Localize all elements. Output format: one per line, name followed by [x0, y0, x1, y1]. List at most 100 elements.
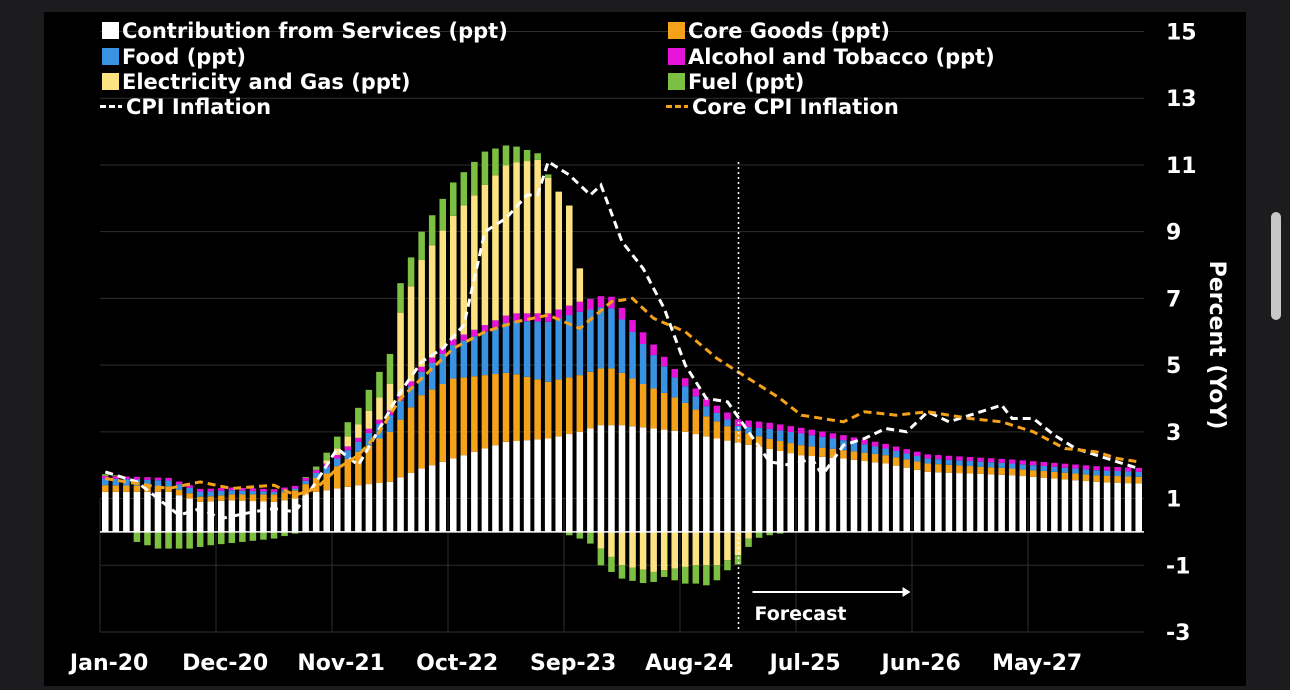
bar-segment — [397, 400, 404, 420]
line-layer — [104, 159, 1140, 521]
y-tick-label: 9 — [1166, 221, 1181, 246]
bar-segment — [587, 371, 594, 429]
bar-segment — [344, 436, 352, 447]
bar-segment — [935, 459, 942, 465]
bar-segment — [724, 531, 731, 561]
bar-segment — [935, 464, 942, 473]
bar-segment — [481, 448, 489, 532]
bar-segment — [861, 439, 868, 445]
legend-dash-cpi — [100, 105, 122, 108]
bar-segment — [1135, 467, 1142, 472]
y-tick-label: 7 — [1166, 287, 1181, 312]
legend-swatch-core-goods — [668, 22, 685, 39]
bar-segment — [692, 565, 700, 584]
bar-segment — [439, 198, 446, 231]
bar-segment — [1103, 466, 1111, 471]
bar-segment — [924, 458, 932, 464]
bar-segment — [745, 420, 752, 427]
bar-segment — [660, 570, 668, 577]
bar-segment — [713, 565, 721, 581]
bar-segment — [291, 531, 299, 534]
bar-segment — [682, 386, 689, 403]
bar-segment — [534, 439, 541, 532]
y-tick-label: 13 — [1166, 87, 1197, 112]
bar-segment — [207, 488, 214, 492]
bar-segment — [323, 490, 330, 532]
bar-segment — [850, 442, 858, 452]
bar-segment — [682, 378, 689, 387]
bar-segment — [112, 476, 120, 479]
bar-segment — [787, 426, 794, 432]
bar-segment — [766, 428, 773, 439]
bar-segment — [639, 569, 647, 584]
bar-segment — [302, 480, 309, 485]
bar-segment — [987, 474, 995, 532]
bar-segment — [671, 369, 678, 378]
bar-segment — [123, 479, 130, 486]
bar-segment — [239, 490, 246, 495]
legend-item-alcohol-tobacco: Alcohol and Tobacco (ppt) — [668, 45, 995, 69]
bar-segment — [555, 379, 562, 437]
bar-segment — [471, 195, 478, 330]
bar-segment — [629, 378, 636, 427]
bar-segment — [713, 421, 721, 439]
bar-segment — [418, 371, 425, 396]
legend-swatch-fuel — [668, 73, 685, 90]
bar-segment — [977, 466, 984, 474]
bar-segment — [597, 425, 605, 532]
bar-segment — [523, 149, 531, 162]
chart-frame: -3 -1 1 3 5 7 9 11 13 15 Jan-20 Dec-20 Nov-21 Oct-22 S… — [44, 12, 1246, 686]
x-tick-label: Aug-24 — [645, 651, 733, 676]
bar-segment — [755, 436, 763, 447]
bar-segment — [513, 441, 520, 532]
bar-segment — [260, 531, 267, 540]
bar-segment — [502, 322, 510, 373]
bar-segment — [776, 441, 784, 452]
bar-segment — [713, 531, 721, 566]
bar-segment — [365, 445, 373, 485]
bar-segment — [544, 438, 552, 532]
bar-segment — [703, 436, 710, 532]
bar-segment — [365, 432, 373, 446]
bar-segment — [407, 472, 415, 532]
bar-segment — [682, 402, 689, 432]
bar-segment — [1124, 467, 1132, 472]
bar-segment — [1051, 466, 1058, 472]
bar-segment — [1019, 476, 1026, 532]
bar-segment — [755, 531, 763, 538]
bar-segment — [660, 392, 668, 430]
bar-segment — [112, 475, 120, 477]
scrollbar-thumb[interactable] — [1271, 212, 1281, 320]
bar-segment — [397, 419, 404, 478]
bar-segment — [998, 467, 1005, 475]
bar-segment — [966, 461, 974, 467]
bar-segment — [1103, 475, 1111, 483]
bar-segment — [165, 480, 172, 487]
bar-segment — [196, 491, 204, 497]
core-cpi-inflation-line — [105, 296, 1139, 497]
bar-segment — [471, 376, 478, 452]
bar-segment — [1072, 480, 1079, 532]
bar-segment — [956, 460, 963, 466]
bar-segment — [154, 486, 162, 492]
bar-segment — [1030, 461, 1037, 466]
bar-segment — [924, 454, 932, 459]
bar-segment — [956, 473, 963, 532]
bar-segment — [407, 257, 415, 287]
bar-segment — [544, 177, 552, 314]
bar-segment — [724, 560, 731, 571]
bar-segment — [471, 329, 478, 337]
bar-segment — [882, 443, 889, 449]
bar-segment — [323, 473, 330, 491]
bar-segment — [787, 453, 794, 532]
bar-segment — [418, 366, 425, 372]
bar-segment — [608, 425, 615, 532]
bar-segment — [239, 494, 246, 501]
bar-segment — [270, 491, 278, 495]
bar-segment — [618, 307, 626, 320]
bar-segment — [671, 531, 678, 569]
bar-segment — [1114, 482, 1121, 532]
bar-segment — [671, 377, 678, 398]
bar-segment — [196, 488, 204, 492]
legend-label: Food (ppt) — [122, 45, 246, 69]
